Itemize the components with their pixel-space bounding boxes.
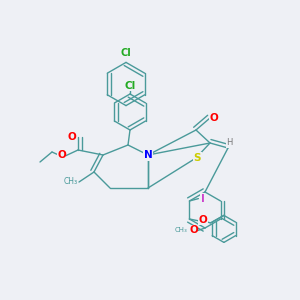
Text: N: N — [144, 150, 152, 160]
Text: O: O — [199, 215, 207, 225]
Text: O: O — [209, 113, 218, 123]
Text: O: O — [68, 132, 76, 142]
Text: H: H — [226, 138, 233, 147]
Text: CH₃: CH₃ — [63, 178, 77, 187]
Text: O: O — [57, 151, 66, 160]
Text: Cl: Cl — [121, 48, 131, 59]
Text: I: I — [201, 194, 205, 204]
Text: Cl: Cl — [124, 81, 136, 91]
Text: CH₃: CH₃ — [174, 227, 187, 233]
Text: S: S — [194, 153, 201, 163]
Text: O: O — [189, 225, 198, 236]
